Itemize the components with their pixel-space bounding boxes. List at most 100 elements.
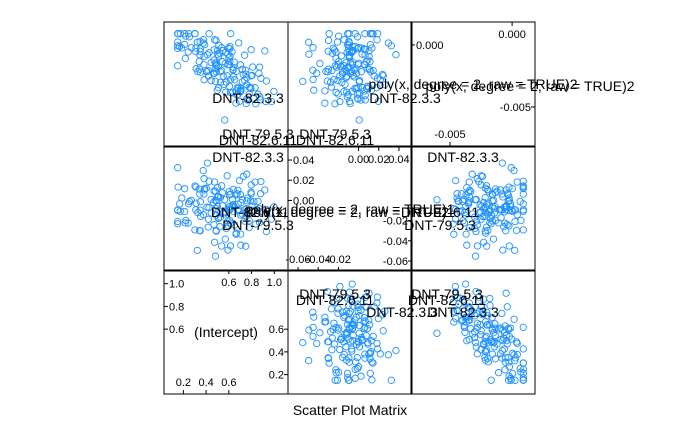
tick-label: 0.04: [388, 154, 409, 166]
data-point: [187, 196, 195, 205]
point-name-label: poly(x, degree = 2, raw = TRUE)1: [245, 204, 454, 220]
tick-label: 0.6: [169, 324, 184, 336]
data-point: [204, 223, 212, 231]
data-point: [460, 219, 469, 227]
data-point: [362, 58, 370, 66]
panel-frame: [410, 146, 536, 272]
data-point: [368, 30, 376, 38]
data-point: [332, 88, 340, 97]
data-point: [336, 62, 345, 71]
data-point: [353, 296, 362, 304]
data-point: [299, 77, 307, 86]
data-point: [505, 363, 514, 371]
data-point: [502, 289, 510, 297]
data-point: [499, 246, 507, 254]
point-name-label: DNT-79.5.3: [299, 286, 371, 302]
data-point: [211, 196, 219, 205]
data-point: [184, 48, 192, 56]
data-point: [497, 324, 505, 332]
data-point: [234, 207, 242, 215]
point-name-label: DNT-82.3.3: [369, 90, 441, 106]
data-point: [217, 242, 226, 250]
data-point: [351, 30, 359, 38]
data-point: [471, 338, 480, 347]
data-point: [330, 319, 338, 327]
data-point: [502, 354, 510, 362]
data-point: [231, 221, 239, 229]
data-point: [221, 208, 230, 216]
data-point: [449, 308, 458, 316]
data-point: [228, 195, 237, 204]
data-point: [461, 211, 469, 219]
data-point: [354, 307, 362, 315]
data-point: [450, 318, 458, 326]
data-point: [365, 316, 373, 324]
data-point: [231, 76, 239, 84]
data-point: [392, 346, 400, 355]
data-point: [473, 175, 481, 183]
tick-label: 0.2: [176, 377, 191, 389]
data-point: [365, 47, 373, 55]
data-point: [373, 339, 381, 348]
data-point: [467, 324, 475, 333]
data-point: [195, 65, 204, 73]
data-point: [223, 172, 231, 180]
tick-label: -0.005: [434, 129, 465, 141]
data-point: [237, 230, 245, 238]
data-point: [477, 303, 485, 311]
data-point: [237, 241, 245, 249]
data-point: [384, 351, 393, 359]
data-point: [229, 66, 237, 74]
data-point: [519, 345, 527, 353]
data-point: [196, 206, 204, 214]
data-point: [461, 328, 469, 336]
data-point: [232, 87, 240, 95]
data-point: [181, 219, 189, 227]
data-point: [511, 217, 519, 226]
data-point: [353, 45, 361, 53]
data-point: [255, 218, 264, 227]
data-point: [519, 207, 527, 215]
data-point: [489, 235, 498, 243]
data-point: [504, 198, 512, 206]
data-point: [199, 39, 207, 47]
data-point: [223, 72, 231, 80]
data-point: [387, 376, 395, 384]
tick-label: 0.000: [498, 29, 526, 41]
data-point: [322, 67, 330, 76]
data-point: [250, 197, 258, 206]
data-point: [336, 345, 344, 354]
data-point: [322, 318, 330, 326]
data-point: [218, 189, 227, 197]
point-name-label: poly(x, degree = 2, raw = TRUE)2: [425, 78, 634, 94]
data-point: [491, 189, 499, 197]
data-point: [207, 77, 215, 85]
data-point: [214, 52, 223, 60]
data-point: [481, 347, 490, 355]
data-point: [361, 96, 369, 104]
data-point: [214, 214, 223, 222]
point-name-label: DNT-82.3.3: [427, 304, 499, 320]
data-point: [230, 58, 238, 66]
data-point: [191, 30, 199, 38]
data-point: [211, 252, 220, 260]
data-point: [467, 187, 475, 196]
panel-frame: [410, 21, 536, 147]
data-point: [362, 331, 370, 340]
data-point: [497, 335, 505, 344]
data-point: [331, 100, 339, 108]
data-point: [449, 220, 457, 228]
data-point: [491, 185, 500, 193]
data-point: [224, 246, 232, 254]
tick-label: 0.000: [416, 40, 444, 52]
data-point: [345, 354, 353, 362]
data-point: [451, 288, 460, 296]
data-point: [238, 78, 246, 86]
data-point: [200, 175, 208, 183]
tick-label: 0.2: [269, 370, 284, 382]
data-point: [324, 65, 333, 73]
tick-label: 0.4: [198, 377, 213, 389]
data-point: [365, 65, 374, 74]
data-point: [194, 208, 202, 217]
data-point: [309, 332, 317, 341]
